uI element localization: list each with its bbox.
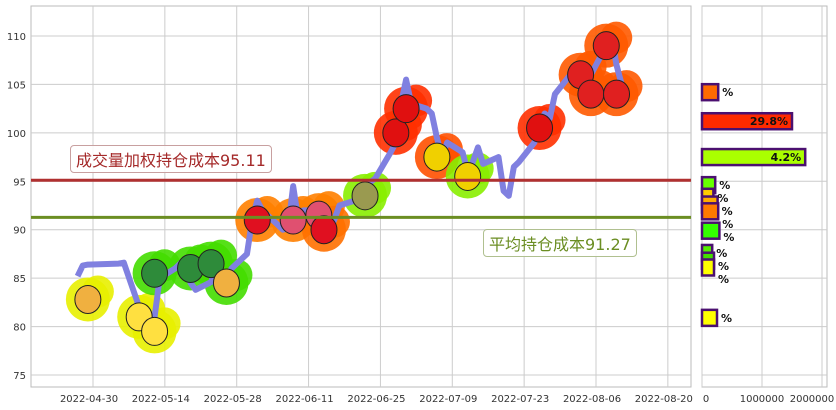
average-cost-label: 平均持仓成本91.27	[483, 229, 637, 257]
y-tick-label: 75	[13, 371, 26, 382]
watermelon-slice-icon	[603, 79, 631, 109]
x-tick-label: 1000000	[740, 394, 785, 405]
volume-bar	[700, 147, 807, 167]
y-tick-label: 80	[13, 323, 26, 334]
watermelon-icon	[197, 249, 225, 279]
watermelon-slice-icon	[577, 79, 605, 109]
volume-bar	[700, 202, 720, 221]
y-tick-label: 90	[13, 226, 26, 237]
pear-icon	[351, 181, 379, 211]
corn-icon	[423, 142, 451, 172]
x-tick-label: 2000000	[790, 394, 835, 405]
radish-icon	[279, 205, 307, 235]
apple-icon	[382, 118, 410, 148]
volume-bar-label: %	[721, 312, 732, 325]
x-tick-label: 2022-07-23	[491, 394, 549, 405]
x-tick-label: 2022-04-30	[60, 394, 118, 405]
x-tick-label: 0	[703, 394, 709, 405]
x-tick-label: 2022-05-14	[132, 394, 190, 405]
y-tick-label: 95	[13, 177, 26, 188]
x-tick-label: 2022-08-06	[563, 394, 621, 405]
volume-bar-label: %	[719, 179, 730, 192]
volume-bar	[700, 308, 719, 328]
x-tick-label: 2022-06-25	[347, 394, 405, 405]
apple-icon	[526, 113, 554, 143]
apple-icon	[392, 94, 420, 124]
volume-bar-label: %	[722, 86, 733, 99]
volume-bar-label: %	[716, 247, 727, 260]
banana-icon	[141, 316, 169, 346]
y-tick-label: 85	[13, 274, 26, 285]
x-tick-label: 2022-05-28	[204, 394, 262, 405]
y-tick-label: 110	[7, 32, 26, 43]
pineapple-icon	[212, 268, 240, 298]
volume-bar-label: 4.2%	[771, 151, 802, 164]
volume-profile: 0 1000000 2000000% 29.8% 4.2%%%%%%%%%%	[700, 5, 835, 405]
volume-bar-label: %	[723, 231, 734, 244]
volume-bar-label: %	[718, 260, 729, 273]
watermelon-icon	[141, 258, 169, 288]
watermelon-slice-icon	[592, 31, 620, 61]
x-tick-label: 2022-08-20	[635, 394, 693, 405]
volume-bar-label: 29.8%	[750, 115, 788, 128]
strawberry-icon	[310, 215, 338, 245]
volume-bar-label: %	[718, 273, 729, 286]
volume-bar	[700, 82, 720, 102]
volume-bar	[700, 258, 716, 277]
strawberry-icon	[243, 205, 271, 235]
volume-bar-label: %	[717, 192, 728, 205]
volume-bar	[700, 221, 721, 240]
x-tick-label: 2022-06-11	[276, 394, 334, 405]
volume-bar-label: %	[722, 218, 733, 231]
y-tick-label: 105	[7, 80, 26, 91]
volume-bar	[700, 111, 794, 131]
volume-profile-area	[701, 5, 828, 388]
pineapple-icon	[74, 284, 102, 314]
volume-bar-label: %	[722, 205, 733, 218]
price-plot: 75 80 85 90 95 100 105 110 2022-04-30 2022-05-14 2…	[7, 5, 693, 405]
weighted-cost-label: 成交量加权持仓成本95.11	[70, 145, 272, 173]
corn-icon	[454, 161, 482, 191]
y-tick-label: 100	[7, 129, 26, 140]
x-tick-label: 2022-07-09	[419, 394, 477, 405]
